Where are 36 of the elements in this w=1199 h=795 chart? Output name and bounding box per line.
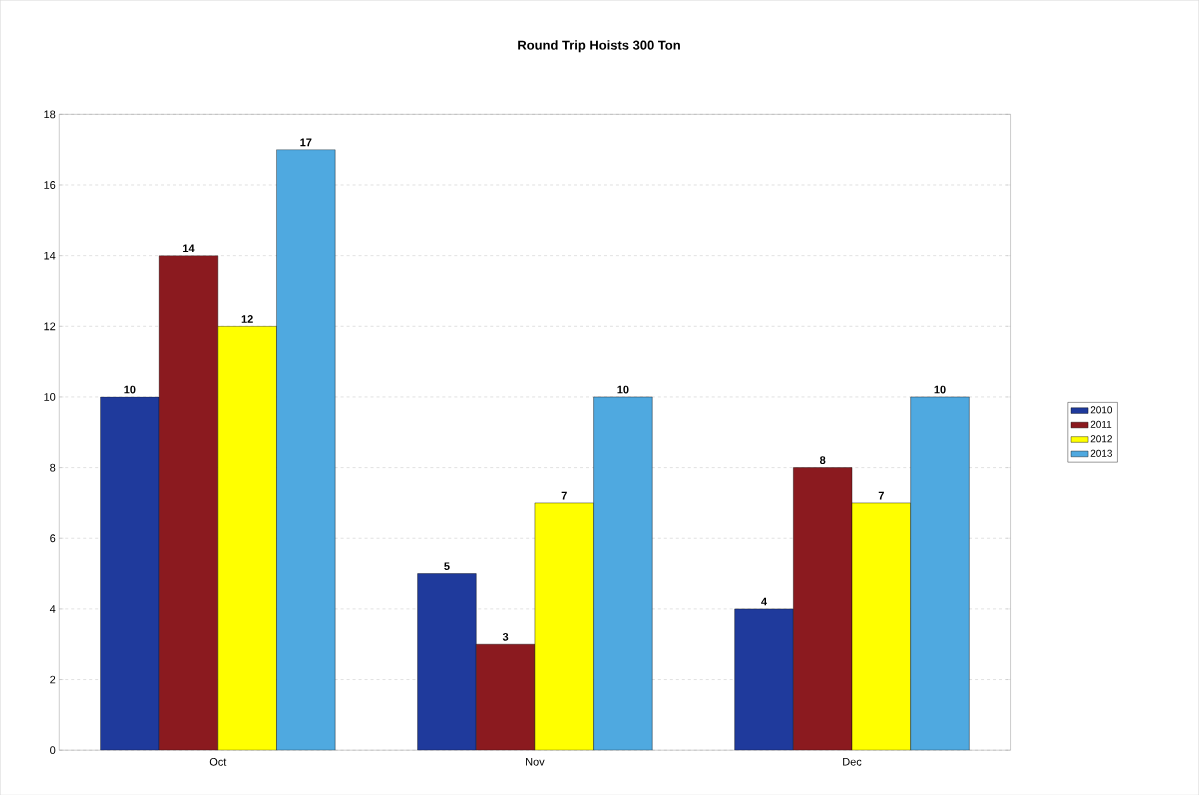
data-label: 4 — [761, 597, 767, 606]
data-label: 5 — [444, 562, 450, 570]
data-label: 7 — [878, 491, 884, 500]
data-label: 10 — [617, 385, 629, 394]
y-tick-label: 18 — [44, 110, 56, 119]
data-label: 17 — [300, 138, 312, 146]
bar — [910, 396, 970, 750]
y-tick-label: 8 — [50, 463, 56, 472]
y-tick-label: 4 — [49, 604, 56, 613]
data-label: 14 — [183, 244, 195, 252]
bar — [593, 396, 653, 750]
legend-label: 2011 — [1090, 420, 1112, 428]
data-label: 10 — [934, 385, 946, 394]
x-tick-label: Nov — [526, 757, 545, 766]
legend-label: 2012 — [1090, 435, 1112, 443]
data-label: 7 — [561, 491, 567, 500]
data-label: 3 — [502, 632, 509, 641]
legend-label: 2013 — [1090, 449, 1112, 457]
bar — [276, 149, 336, 750]
bar — [793, 467, 853, 750]
data-label: 10 — [124, 385, 136, 394]
data-label: 8 — [819, 456, 826, 464]
y-tick-label: 2 — [50, 675, 56, 684]
y-tick-label: 12 — [44, 322, 56, 330]
chart-title: Round Trip Hoists 300 Ton — [518, 39, 680, 53]
x-tick-label: Dec — [843, 757, 862, 766]
y-tick-label: 10 — [44, 392, 56, 401]
y-tick-label: 6 — [50, 534, 56, 542]
bar — [158, 255, 219, 750]
data-label: 12 — [241, 314, 253, 323]
y-tick-label: 16 — [44, 180, 56, 189]
bar — [476, 643, 536, 750]
y-tick-label: 0 — [50, 746, 56, 754]
y-tick-label: 14 — [44, 251, 56, 260]
legend-label: 2010 — [1090, 406, 1113, 414]
x-tick-label: Oct — [209, 757, 227, 766]
